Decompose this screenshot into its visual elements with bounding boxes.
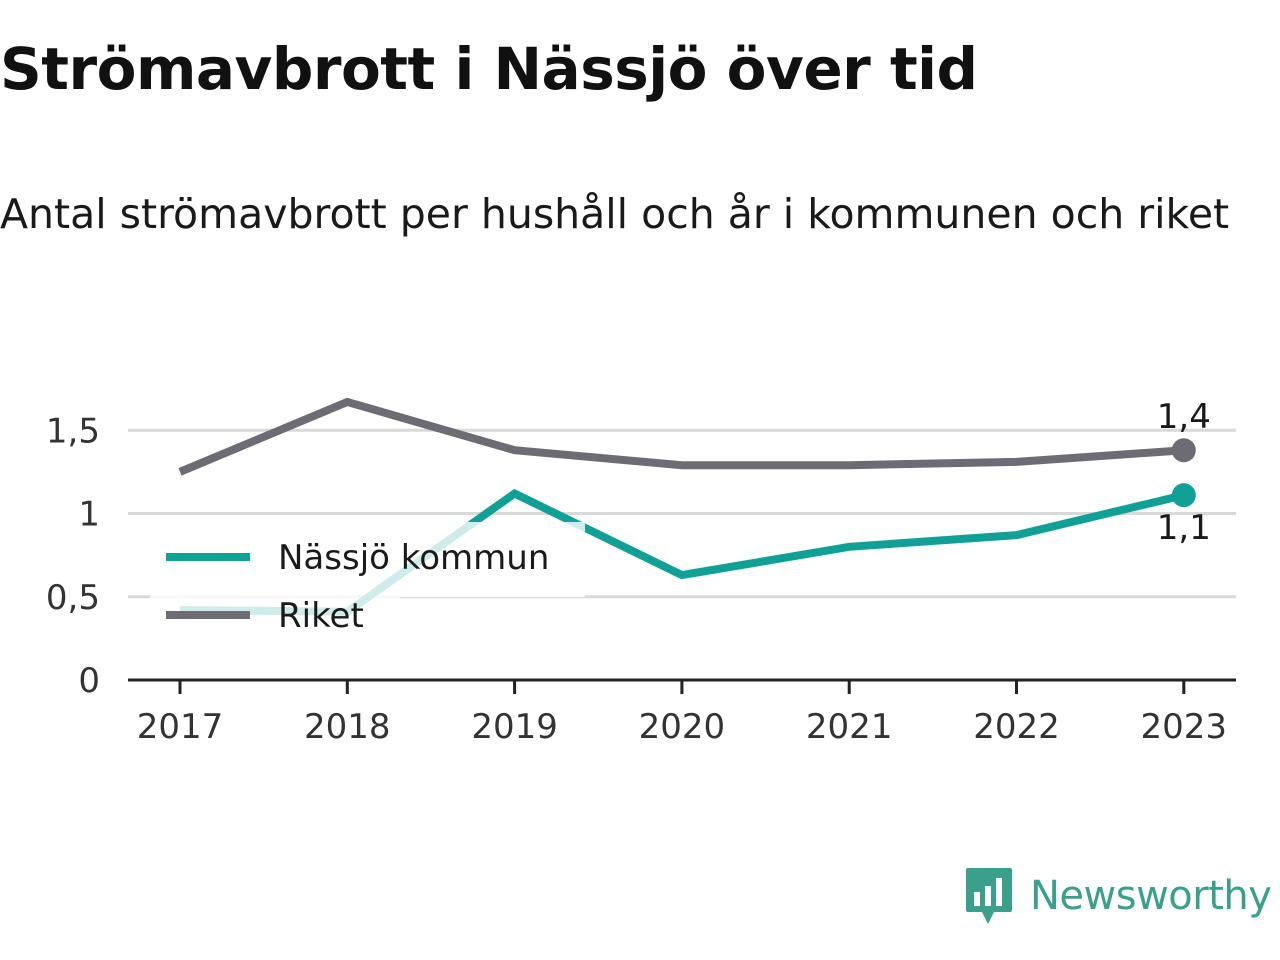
newsworthy-logo-icon [966,868,1012,924]
x-axis: 2017 2018 2019 2020 2021 2022 2023 [128,678,1236,747]
chart-subtitle: Antal strömavbrott per hushåll och år i … [0,190,1230,238]
series-line-riket [178,397,1185,476]
y-tick-label: 0,5 [46,578,100,618]
brand-name: Newsworthy [1030,873,1272,919]
x-tick-label: 2018 [304,707,391,747]
y-tick-label: 1 [78,495,100,535]
x-tick-label: 2020 [639,707,726,747]
x-tick-label: 2023 [1141,707,1228,747]
x-tick-label: 2022 [973,707,1060,747]
end-value-label: 1,1 [1157,508,1211,548]
chart-title: Strömavbrott i Nässjö över tid [0,35,978,103]
legend-label: Nässjö kommun [278,538,549,578]
y-tick-label: 1,5 [46,411,100,451]
end-value-labels: 1,1 1,4 [1157,397,1211,548]
end-value-label: 1,4 [1157,397,1211,437]
y-axis-tick-labels: 0 0,5 1 1,5 [46,411,100,701]
end-point-marker [1171,438,1196,463]
x-tick-label: 2021 [806,707,893,747]
y-tick-label: 0 [78,661,100,701]
legend-label: Riket [278,596,364,636]
brand-logo: Newsworthy [964,864,1272,928]
legend: Nässjö kommun Riket [150,522,585,636]
x-tick-label: 2019 [471,707,558,747]
x-tick-label: 2017 [137,707,224,747]
end-point-marker [1171,483,1196,508]
